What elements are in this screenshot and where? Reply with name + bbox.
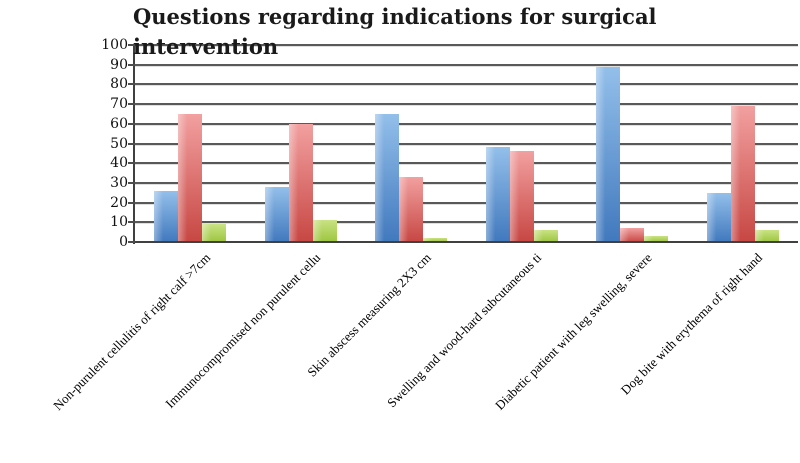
bar-blue-cat1 bbox=[154, 190, 179, 242]
bar-blue-cat4 bbox=[485, 147, 510, 242]
bar-green-cat2 bbox=[312, 220, 337, 242]
bar-blue-cat5 bbox=[596, 66, 621, 242]
x-category-label-3: Skin abscess measuring 2X3 cm bbox=[304, 250, 434, 380]
bar-green-cat3 bbox=[423, 238, 448, 242]
y-tick-label-40: 40 bbox=[110, 155, 128, 172]
gridline-70 bbox=[135, 103, 798, 106]
bar-blue-cat2 bbox=[264, 186, 289, 242]
bar-red-cat1 bbox=[178, 113, 203, 242]
y-tick-mark-40 bbox=[128, 162, 135, 165]
bar-red-cat5 bbox=[620, 228, 645, 242]
gridline-60 bbox=[135, 122, 798, 125]
bar-red-cat2 bbox=[288, 123, 313, 242]
bar-green-cat4 bbox=[533, 230, 558, 242]
gridline-20 bbox=[135, 201, 798, 204]
bar-red-cat3 bbox=[399, 177, 424, 242]
bar-green-cat5 bbox=[644, 236, 669, 242]
y-tick-label-90: 90 bbox=[110, 56, 128, 73]
y-tick-mark-0 bbox=[128, 241, 135, 243]
y-axis-line bbox=[133, 45, 135, 244]
bar-green-cat1 bbox=[202, 224, 227, 242]
y-tick-label-70: 70 bbox=[110, 96, 128, 113]
y-tick-label-10: 10 bbox=[110, 214, 128, 231]
y-tick-mark-20 bbox=[128, 201, 135, 204]
y-tick-mark-70 bbox=[128, 103, 135, 106]
y-tick-mark-90 bbox=[128, 63, 135, 66]
y-tick-label-60: 60 bbox=[110, 115, 128, 132]
y-tick-label-0: 0 bbox=[119, 234, 128, 250]
gridline-80 bbox=[135, 83, 798, 86]
bar-red-cat6 bbox=[730, 106, 755, 242]
y-tick-mark-100 bbox=[128, 44, 135, 46]
gridline-40 bbox=[135, 162, 798, 165]
bar-red-cat4 bbox=[509, 151, 534, 242]
gridline-30 bbox=[135, 181, 798, 184]
gridline-90 bbox=[135, 63, 798, 66]
chart-title: Questions regarding indications for surg… bbox=[133, 4, 657, 59]
y-tick-mark-10 bbox=[128, 221, 135, 224]
bar-green-cat6 bbox=[754, 230, 779, 242]
y-tick-label-100: 100 bbox=[101, 37, 128, 53]
y-tick-label-30: 30 bbox=[110, 174, 128, 191]
y-tick-mark-60 bbox=[128, 122, 135, 125]
gridline-50 bbox=[135, 142, 798, 145]
gridline-100 bbox=[135, 44, 798, 46]
gridline-10 bbox=[135, 221, 798, 224]
y-tick-label-80: 80 bbox=[110, 76, 128, 93]
y-tick-label-20: 20 bbox=[110, 194, 128, 211]
y-tick-mark-80 bbox=[128, 83, 135, 86]
plot-area bbox=[135, 44, 798, 243]
y-tick-mark-50 bbox=[128, 142, 135, 145]
y-tick-label-50: 50 bbox=[110, 135, 128, 152]
bar-blue-cat6 bbox=[706, 192, 731, 242]
x-axis-line bbox=[135, 241, 798, 243]
bar-blue-cat3 bbox=[375, 113, 400, 242]
y-tick-mark-30 bbox=[128, 181, 135, 184]
